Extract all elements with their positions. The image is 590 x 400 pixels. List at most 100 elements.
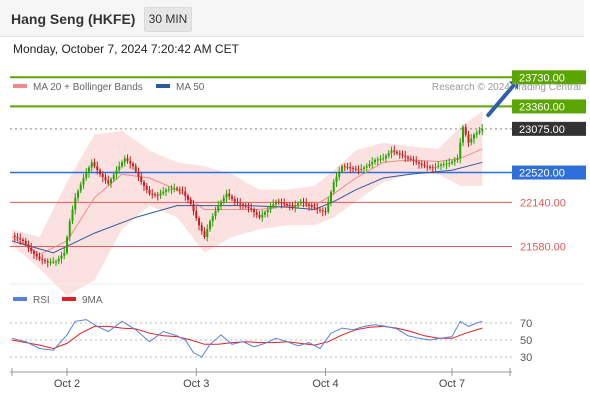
candle-body — [305, 202, 308, 205]
candle-body — [467, 134, 470, 143]
candle-body — [341, 166, 343, 172]
candle-body — [459, 142, 462, 159]
rsi-legend-swatch — [13, 297, 27, 301]
candle-body — [132, 163, 134, 167]
candle-body — [338, 171, 341, 177]
candle-body — [250, 208, 253, 210]
candle-body — [261, 214, 264, 218]
forecast-arrow-shaft — [486, 83, 516, 118]
price-legend: MA 20 + Bollinger Bands MA 50 — [13, 82, 205, 93]
candle-body — [82, 178, 85, 185]
candle-body — [187, 195, 189, 200]
candle-body — [165, 189, 167, 192]
instrument-title: Hang Seng (HKFE) — [11, 11, 136, 27]
x-axis-tick-label: Oct 3 — [183, 378, 209, 390]
legend-label: MA 50 — [176, 82, 205, 93]
candle-body — [294, 205, 297, 208]
candle-body — [90, 162, 93, 168]
candle-body — [255, 212, 258, 215]
candle-body — [30, 247, 33, 252]
research-credit: Research © 2024 Trading Central — [432, 82, 581, 93]
candle-body — [277, 201, 280, 203]
candle-body — [288, 205, 291, 207]
candle-body — [60, 255, 63, 259]
candle-body — [371, 162, 374, 165]
candle-body — [332, 181, 335, 192]
candle-body — [429, 166, 431, 168]
candle-body — [66, 237, 68, 253]
candle-body — [393, 150, 396, 152]
candle-body — [13, 235, 16, 237]
candle-body — [368, 164, 371, 167]
level-labels: 23730.00 23360.00 23075.00 22520.00 22140.00… — [512, 70, 586, 253]
candle-body — [316, 208, 319, 210]
candle-body — [418, 162, 420, 164]
candle-body — [258, 214, 261, 218]
candle-body — [44, 260, 46, 262]
x-axis-tick-label: Oct 4 — [312, 378, 338, 390]
candle-body — [74, 197, 77, 210]
candle-body — [33, 251, 35, 254]
candle-body — [167, 189, 170, 191]
level-label-support: 22140.00 — [520, 197, 566, 209]
candle-body — [448, 163, 451, 165]
candle-body — [453, 159, 456, 162]
rsi-tick-label: 30 — [520, 352, 532, 364]
timeframe-button[interactable]: 30 MIN — [144, 7, 192, 32]
candle-body — [299, 201, 302, 204]
candle-body — [407, 157, 409, 159]
candle-body — [176, 188, 178, 190]
ma50-line — [11, 161, 483, 254]
candle-body — [126, 158, 129, 161]
candle-body — [385, 155, 387, 159]
candle-body — [269, 206, 272, 210]
candle-body — [46, 261, 49, 263]
candle-body — [379, 158, 382, 160]
rsi-legend-label: 9MA — [82, 295, 103, 306]
candle-body — [431, 167, 434, 169]
candle-body — [52, 261, 55, 263]
candle-body — [55, 261, 57, 263]
candle-body — [346, 166, 349, 168]
rsi-tick-label: 70 — [520, 318, 532, 330]
bollinger-band-area — [12, 111, 483, 297]
candle-body — [118, 166, 121, 171]
candle-body — [85, 172, 88, 179]
legend-swatch — [13, 84, 27, 88]
candle-body — [481, 128, 484, 131]
candle-body — [24, 240, 27, 245]
candle-body — [192, 204, 195, 212]
candle-body — [16, 236, 19, 239]
candle-body — [93, 162, 96, 167]
candle-body — [228, 193, 231, 197]
candle-body — [63, 252, 66, 256]
legend-swatch — [156, 84, 170, 88]
candle-body — [107, 180, 110, 184]
candle-body — [68, 221, 71, 238]
candle-body — [272, 204, 275, 207]
level-label-box — [512, 165, 586, 180]
candle-body — [41, 259, 44, 261]
candle-body — [434, 166, 437, 168]
level-label-resistance: 23730.00 — [519, 72, 565, 84]
candle-body — [462, 126, 464, 143]
candle-body — [170, 188, 173, 190]
candle-body — [112, 174, 115, 180]
candle-body — [19, 238, 22, 240]
candle-body — [22, 239, 24, 241]
candle-body — [415, 160, 418, 163]
candle-body — [456, 158, 459, 160]
candle-body — [151, 193, 154, 195]
candle-body — [442, 164, 445, 166]
candle-body — [253, 209, 255, 213]
candle-body — [387, 153, 390, 156]
candle-body — [440, 164, 442, 166]
candle-body — [211, 216, 214, 222]
candle-body — [324, 211, 327, 213]
candle-body — [264, 212, 266, 215]
candle-body — [327, 201, 330, 212]
level-label-support: 21580.00 — [520, 241, 566, 253]
candle-body — [291, 206, 294, 208]
candle-body — [140, 176, 143, 182]
